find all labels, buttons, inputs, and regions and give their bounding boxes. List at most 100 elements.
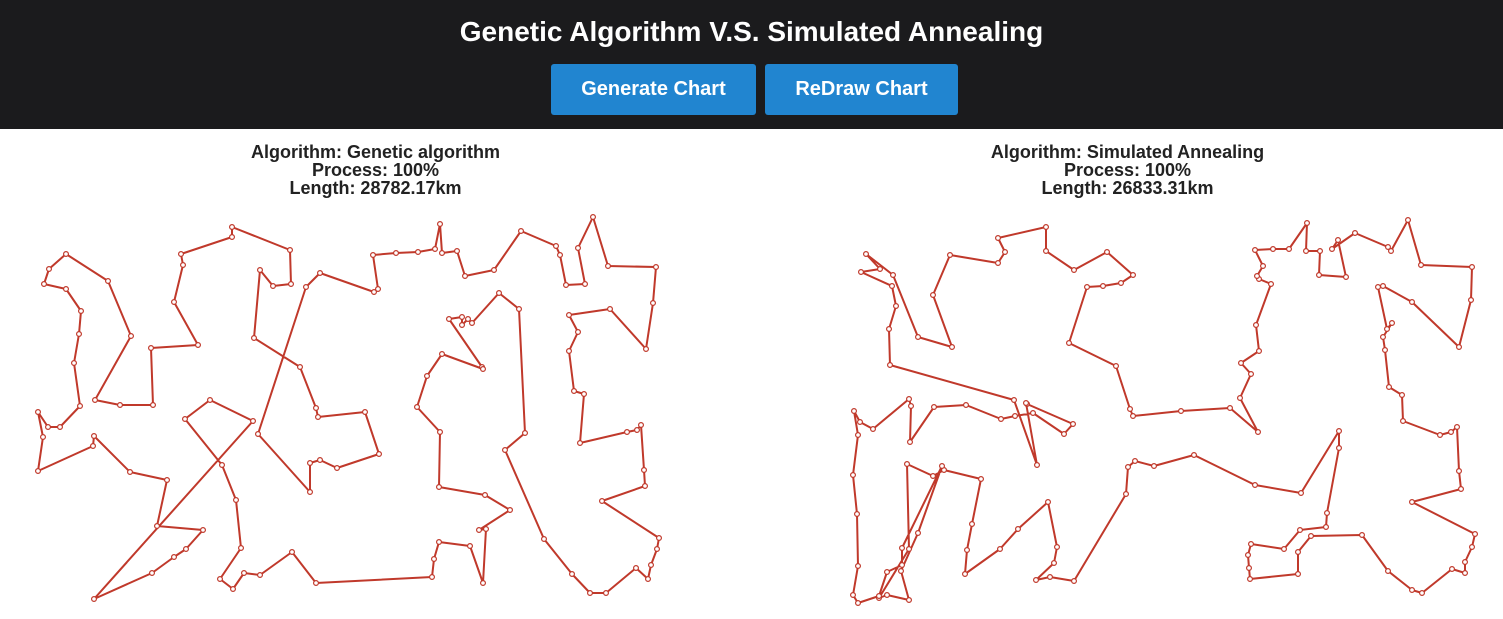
city-point — [949, 344, 956, 351]
city-point — [606, 306, 613, 313]
length-label: Length: 28782.17km — [289, 178, 462, 198]
city-point — [1297, 490, 1304, 497]
city-point — [1071, 578, 1078, 585]
city-point — [1418, 590, 1425, 597]
city-point — [876, 266, 883, 273]
city-point — [238, 545, 245, 552]
city-point — [849, 472, 856, 479]
city-point — [995, 260, 1002, 267]
chart-info: Algorithm: Genetic algorithm Process: 10… — [0, 143, 751, 197]
city-point — [515, 306, 522, 313]
city-point — [978, 476, 985, 483]
city-point — [963, 402, 970, 409]
city-point — [257, 267, 264, 274]
city-point — [644, 576, 651, 583]
city-point — [75, 331, 82, 338]
city-point — [1047, 574, 1054, 581]
city-point — [649, 300, 656, 307]
city-point — [1335, 428, 1342, 435]
city-point — [1383, 326, 1390, 333]
city-point — [1404, 216, 1411, 223]
city-point — [1071, 267, 1078, 274]
chart-info: Algorithm: Simulated Annealing Process: … — [752, 143, 1503, 197]
route-line — [37, 216, 660, 600]
city-point — [1245, 552, 1252, 559]
city-point — [854, 600, 861, 607]
tour-plot — [34, 213, 662, 603]
city-point — [496, 290, 503, 297]
city-point — [640, 467, 647, 474]
city-point — [1280, 546, 1287, 553]
generate-chart-button[interactable]: Generate Chart — [551, 64, 756, 115]
city-point — [908, 403, 915, 410]
city-point — [1045, 499, 1052, 506]
city-point — [241, 570, 248, 577]
city-point — [647, 562, 654, 569]
city-point — [552, 242, 559, 249]
city-point — [289, 549, 296, 556]
city-point — [899, 562, 906, 569]
city-point — [1256, 348, 1263, 355]
city-point — [1417, 262, 1424, 269]
city-point — [476, 527, 483, 534]
simulated-annealing-panel: Algorithm: Simulated Annealing Process: … — [752, 129, 1503, 619]
city-point — [890, 272, 897, 279]
city-point — [183, 546, 190, 553]
city-point — [602, 590, 609, 597]
city-point — [431, 556, 438, 563]
city-point — [39, 434, 46, 441]
city-point — [44, 424, 51, 431]
city-point — [303, 284, 310, 291]
city-point — [1387, 247, 1394, 254]
city-point — [653, 546, 660, 553]
city-point — [642, 346, 649, 353]
process-label: Process: 100% — [311, 160, 440, 180]
city-point — [371, 289, 378, 296]
city-point — [947, 251, 954, 258]
city-point — [1471, 531, 1478, 538]
city-point — [995, 234, 1002, 241]
city-point — [1455, 344, 1462, 351]
city-point — [148, 345, 155, 352]
city-point — [469, 320, 476, 327]
city-point — [1307, 533, 1314, 540]
city-point — [414, 404, 421, 411]
tour-plot — [849, 216, 1478, 607]
city-point — [1061, 431, 1068, 438]
algorithm-label: Algorithm: Genetic algorithm — [250, 142, 500, 162]
city-point — [1130, 413, 1137, 420]
city-point — [1296, 527, 1303, 534]
city-point — [570, 388, 577, 395]
city-point — [429, 574, 436, 581]
city-point — [856, 419, 863, 426]
city-point — [480, 580, 487, 587]
city-point — [297, 364, 304, 371]
city-point — [1011, 397, 1018, 404]
city-point — [574, 244, 581, 251]
city-point — [483, 526, 490, 533]
city-point — [313, 580, 320, 587]
city-point — [1246, 565, 1253, 572]
city-point — [164, 477, 171, 484]
city-point — [884, 569, 891, 576]
city-point — [288, 281, 295, 288]
city-point — [1436, 432, 1443, 439]
city-point — [70, 360, 77, 367]
city-point — [850, 408, 857, 415]
city-point — [502, 447, 509, 454]
city-point — [962, 571, 969, 578]
city-point — [1269, 245, 1276, 252]
city-point — [315, 414, 322, 421]
city-point — [482, 492, 489, 499]
city-point — [1398, 392, 1405, 399]
redraw-chart-button[interactable]: ReDraw Chart — [765, 64, 958, 115]
city-point — [565, 312, 572, 319]
city-point — [862, 250, 869, 257]
city-point — [154, 523, 161, 530]
city-point — [229, 223, 236, 230]
city-point — [1285, 245, 1292, 252]
city-point — [393, 249, 400, 256]
city-point — [1374, 284, 1381, 291]
city-point — [439, 249, 446, 256]
city-point — [853, 511, 860, 518]
